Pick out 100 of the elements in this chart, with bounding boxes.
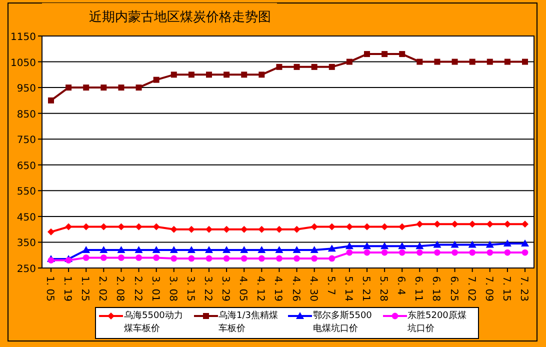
point <box>170 226 178 233</box>
point <box>521 240 529 247</box>
x-tick-label: 1. 25 <box>79 276 90 302</box>
point <box>381 223 388 230</box>
x-tick-label: 4. 30 <box>307 276 318 302</box>
point <box>188 226 195 233</box>
point <box>346 58 352 65</box>
point <box>434 220 441 228</box>
point <box>100 246 108 253</box>
point <box>399 51 406 58</box>
point <box>258 72 265 78</box>
point <box>187 246 196 253</box>
x-tick-label: 3. 15 <box>184 276 196 302</box>
point <box>452 58 458 65</box>
point <box>294 255 300 262</box>
point <box>486 220 494 228</box>
x-tick-label: 4. 26 <box>290 276 301 302</box>
point <box>382 51 388 58</box>
point <box>346 249 353 256</box>
point <box>48 257 54 264</box>
y-tick-label: 550 <box>16 186 36 198</box>
x-tick-label: 3. 29 <box>220 276 231 302</box>
point <box>206 255 212 262</box>
point <box>206 72 212 78</box>
x-tick-label: 1. 05 <box>44 276 55 302</box>
point <box>136 84 142 91</box>
point <box>328 64 335 70</box>
point <box>294 64 300 70</box>
point <box>134 246 143 253</box>
point <box>188 255 195 262</box>
point <box>276 255 282 262</box>
point <box>275 246 284 253</box>
point <box>522 249 528 256</box>
legend-label: 东胜5200原煤坑口价 <box>408 310 468 336</box>
point <box>364 51 370 58</box>
y-tick-label: 450 <box>16 212 36 224</box>
x-tick-label: 3. 08 <box>166 276 178 302</box>
x-tick-label: 5. 7 <box>324 276 336 296</box>
point <box>364 249 370 256</box>
y-tick-label: 350 <box>16 238 36 250</box>
x-tick-label: 7. 02 <box>465 276 476 302</box>
point <box>468 220 476 228</box>
point <box>398 249 406 256</box>
point <box>311 255 318 262</box>
point <box>522 220 528 228</box>
x-tick-label: 4. 19 <box>272 276 284 302</box>
point <box>65 257 72 264</box>
x-tick-label: 6. 4 <box>395 276 406 296</box>
point <box>522 58 528 65</box>
point <box>345 242 354 250</box>
point <box>276 226 283 233</box>
point <box>434 58 440 65</box>
point <box>504 249 511 256</box>
point <box>136 254 142 261</box>
x-tick-label: 2. 08 <box>114 276 126 302</box>
point <box>66 84 72 91</box>
x-tick-label: 7. 15 <box>500 276 512 302</box>
point <box>223 255 230 262</box>
legend-label: 乌海1/3焦精煤车板价 <box>218 310 279 336</box>
point <box>65 223 72 230</box>
point <box>310 223 318 230</box>
point <box>468 240 476 248</box>
point <box>292 246 301 253</box>
point <box>310 246 318 253</box>
point <box>486 58 493 65</box>
point <box>416 220 424 228</box>
y-tick-label: 950 <box>16 84 36 95</box>
point <box>486 249 494 256</box>
x-tick-label: 5. 14 <box>342 276 354 302</box>
point <box>118 254 124 261</box>
point <box>503 240 512 247</box>
point <box>398 223 406 230</box>
point <box>328 244 336 252</box>
x-tick-label: 5. 28 <box>378 276 389 302</box>
point <box>205 246 213 253</box>
point <box>241 72 248 78</box>
x-tick-label: 4. 05 <box>237 276 248 302</box>
chart-title: 近期内蒙古地区煤炭价格走势图 <box>89 10 271 25</box>
point <box>117 246 126 253</box>
point <box>170 246 178 253</box>
point <box>486 240 494 248</box>
y-tick-label: 650 <box>16 160 36 172</box>
point <box>328 255 336 262</box>
point <box>469 249 476 256</box>
point <box>469 58 476 65</box>
x-tick-label: 2. 02 <box>96 276 108 302</box>
point <box>452 249 458 256</box>
legend-label: 鄂尔多斯5500电煤坑口价 <box>313 310 373 336</box>
x-tick-label: 7. 09 <box>482 276 494 302</box>
legend-label: 乌海5500动力煤车板价 <box>124 310 184 336</box>
point <box>240 246 248 253</box>
y-tick-label: 750 <box>16 135 36 146</box>
point <box>153 76 160 83</box>
x-tick-label: 6. 18 <box>430 276 442 302</box>
point <box>240 226 248 233</box>
point <box>82 246 90 253</box>
point <box>258 255 265 262</box>
x-tick-label: 2. 22 <box>132 276 143 302</box>
point <box>504 58 510 65</box>
point <box>118 84 124 91</box>
